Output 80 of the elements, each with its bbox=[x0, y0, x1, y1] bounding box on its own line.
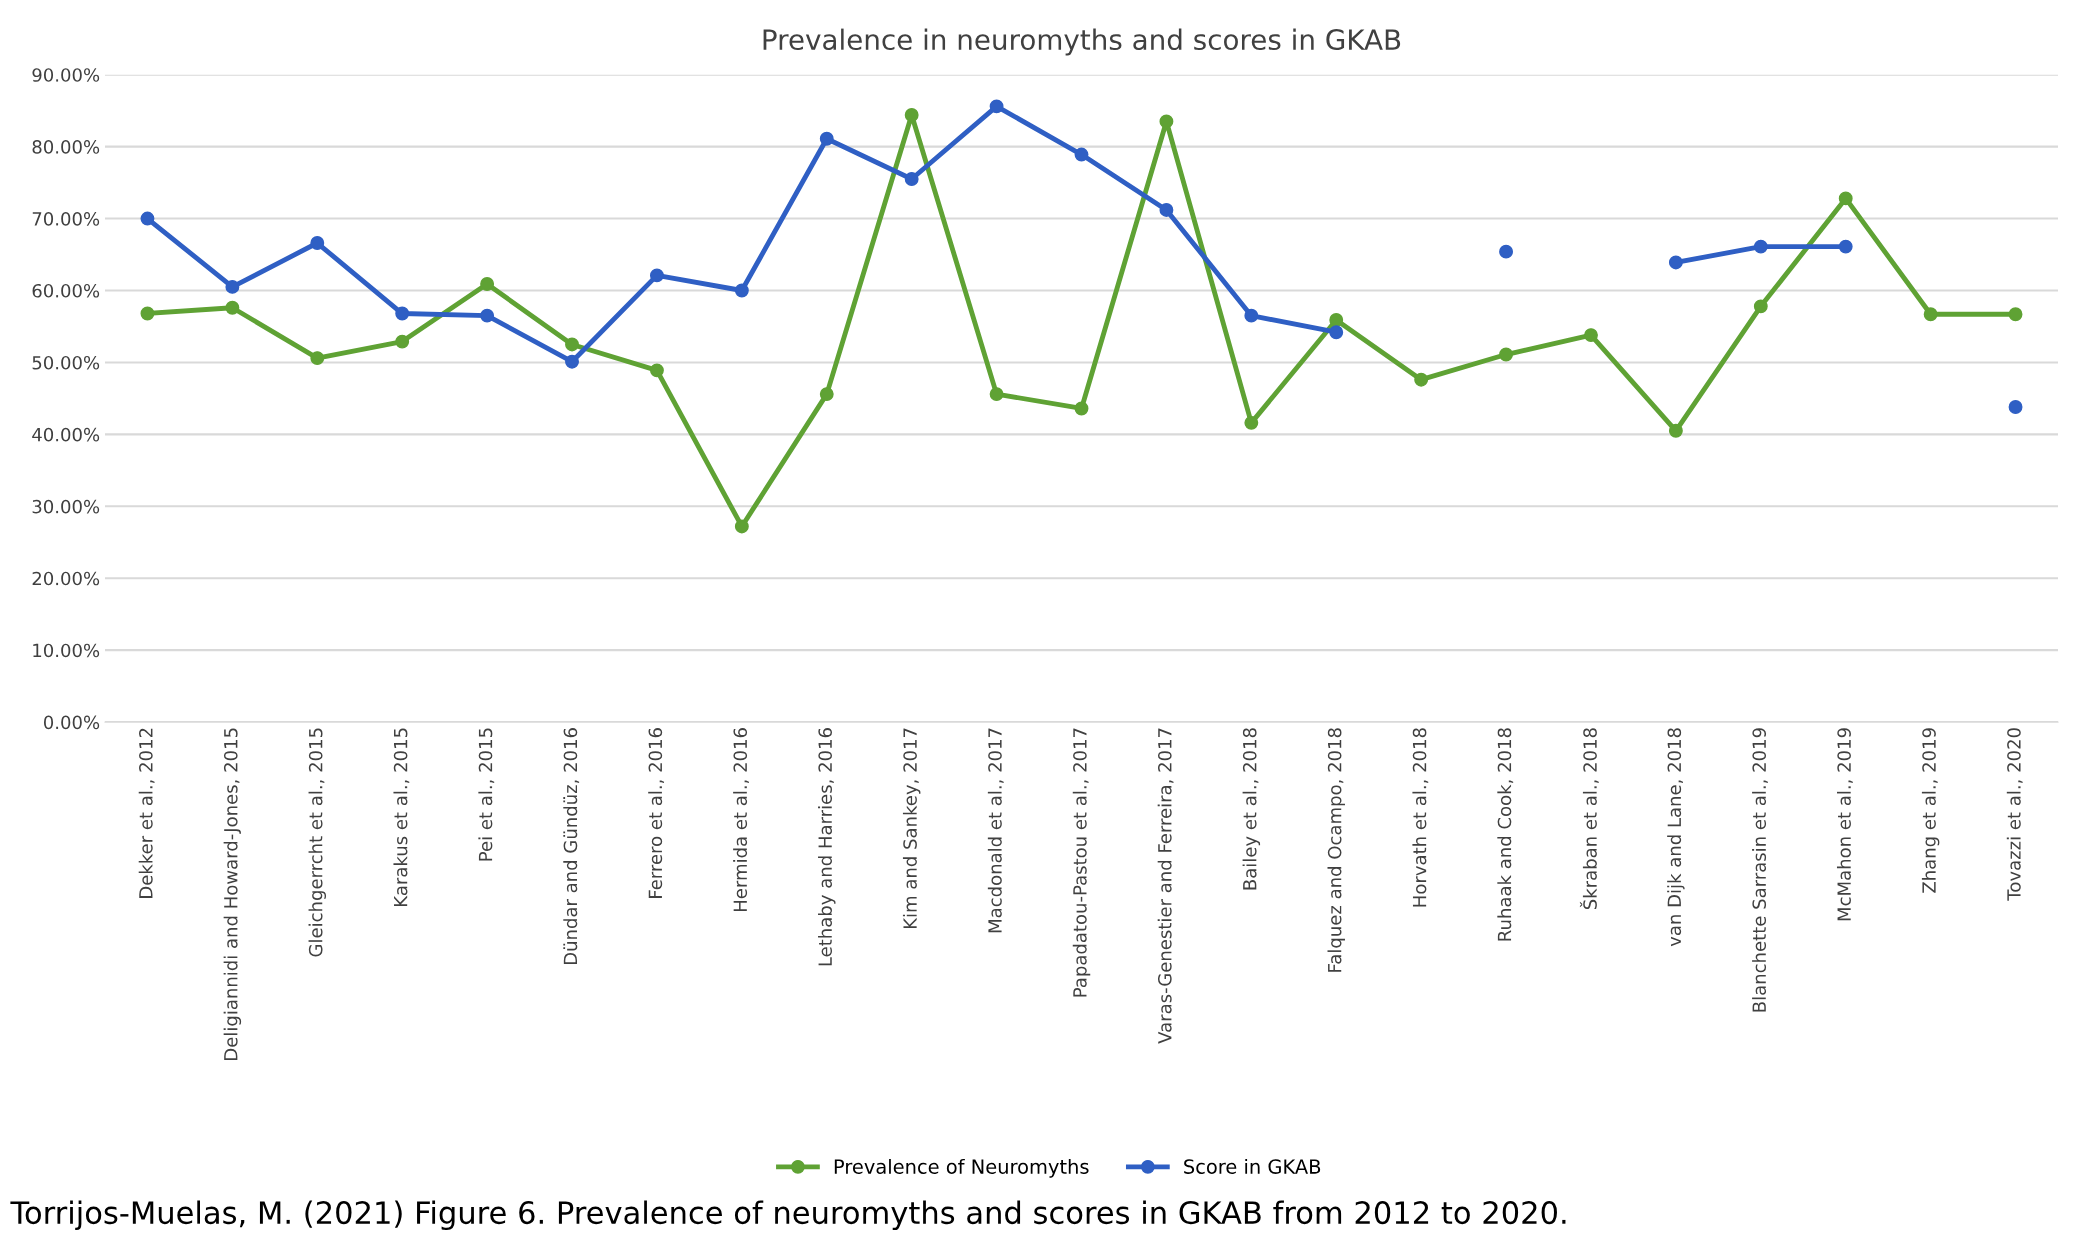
x-tick-label: Karakus et al., 2015 bbox=[393, 728, 410, 906]
x-tick-label: Zhang et al., 2019 bbox=[1921, 728, 1940, 893]
point bbox=[1414, 372, 1429, 387]
point bbox=[395, 306, 410, 321]
point bbox=[1074, 147, 1089, 162]
point bbox=[1159, 114, 1174, 129]
point bbox=[140, 306, 155, 321]
x-tick-label: Dündar and Gündüz, 2016 bbox=[563, 728, 580, 965]
point bbox=[480, 308, 495, 323]
point bbox=[989, 99, 1004, 114]
x-tick-label: van Dijk and Lane, 2018 bbox=[1667, 728, 1685, 947]
point bbox=[225, 279, 240, 294]
point bbox=[310, 351, 325, 366]
y-tick-label: 60.00% bbox=[32, 283, 100, 298]
point bbox=[480, 277, 495, 291]
x-tick-label: Papadatou-Pastou et al., 2017 bbox=[1072, 728, 1091, 997]
point bbox=[1329, 313, 1344, 327]
x-tick-label: Pei et al., 2015 bbox=[478, 728, 495, 861]
point bbox=[1668, 255, 1683, 270]
point bbox=[904, 108, 919, 122]
point bbox=[1499, 347, 1514, 362]
point bbox=[819, 387, 834, 402]
point bbox=[649, 363, 664, 378]
point bbox=[1584, 328, 1598, 343]
y-tick-label: 80.00% bbox=[32, 140, 100, 154]
point bbox=[565, 337, 579, 352]
point bbox=[1923, 307, 1938, 322]
x-tick-label: Tovazzi et al., 2020 bbox=[2006, 728, 2023, 901]
point bbox=[1753, 299, 1768, 314]
x-tick-label: Ferrero et al., 2016 bbox=[648, 728, 665, 898]
x-tick-label: Kim and Sankey, 2017 bbox=[902, 728, 921, 929]
point bbox=[2008, 400, 2023, 414]
point bbox=[819, 131, 834, 146]
point bbox=[1329, 325, 1344, 340]
point bbox=[1244, 308, 1259, 323]
point bbox=[140, 211, 155, 226]
y-tick-label: 40.00% bbox=[32, 427, 100, 442]
point bbox=[1838, 239, 1853, 254]
x-tick-label: Horvath et al., 2018 bbox=[1412, 728, 1429, 907]
point bbox=[225, 300, 240, 315]
chart-title: Prevalence in neuromyths and scores in GKAB bbox=[763, 28, 1401, 56]
x-tick-label: Bailey et al., 2018 bbox=[1242, 728, 1261, 890]
point bbox=[2008, 307, 2023, 322]
x-tick-label: Gleichgerrcht et al., 2015 bbox=[308, 728, 327, 957]
y-tick-label: 10.00% bbox=[33, 643, 100, 658]
point bbox=[904, 172, 919, 186]
x-tick-label: Lethaby and Harries, 2016 bbox=[818, 728, 836, 966]
x-tick-label: Macdonald et al., 2017 bbox=[987, 728, 1004, 933]
point bbox=[1159, 202, 1174, 217]
x-tick-label: Deligiannidi and Howard-Jones, 2015 bbox=[223, 728, 242, 1060]
y-tick-label: 30.00% bbox=[32, 499, 100, 514]
point bbox=[734, 283, 749, 298]
y-tick-label: 50.00% bbox=[32, 355, 100, 370]
x-tick-label: Falquez and Ocampo, 2018 bbox=[1327, 728, 1345, 972]
point bbox=[395, 334, 410, 349]
legend-label: Score in GKAB bbox=[1184, 1158, 1321, 1174]
point bbox=[734, 519, 749, 534]
text: Torrijos-Muelas, M. (2021) Figure 6. Prevalence of neuromyths and scores in GKAB from 2012 to 2020. bbox=[10, 1200, 1566, 1231]
x-tick-label: McMahon et al., 2019 bbox=[1836, 728, 1853, 921]
point bbox=[649, 268, 664, 283]
point bbox=[310, 236, 325, 250]
point bbox=[1668, 423, 1683, 438]
point bbox=[1753, 239, 1768, 254]
y-tick-label: 20.00% bbox=[32, 571, 100, 586]
x-tick-label: Ruhaak and Cook, 2018 bbox=[1497, 728, 1514, 941]
x-tick-label: Blanchette Sarrasin et al., 2019 bbox=[1752, 728, 1768, 1012]
x-tick-label: Dekker et al., 2012 bbox=[138, 728, 155, 898]
point bbox=[989, 387, 1004, 402]
y-tick-label: 0.00% bbox=[43, 715, 100, 730]
y-tick-label: 90.00% bbox=[32, 68, 100, 82]
point bbox=[1499, 244, 1514, 259]
y-tick-label: 70.00% bbox=[32, 212, 100, 226]
x-tick-label: Hermida et al., 2016 bbox=[733, 728, 749, 912]
x-tick-label: Varas-Genestier and Ferreira, 2017 bbox=[1157, 728, 1174, 1044]
legend-label: Prevalence of Neuromyths bbox=[834, 1158, 1089, 1178]
point bbox=[565, 354, 579, 369]
x-tick-label: Škraban et al., 2018 bbox=[1579, 728, 1599, 910]
point bbox=[1074, 401, 1089, 416]
point bbox=[1244, 415, 1259, 430]
point bbox=[1838, 191, 1853, 206]
